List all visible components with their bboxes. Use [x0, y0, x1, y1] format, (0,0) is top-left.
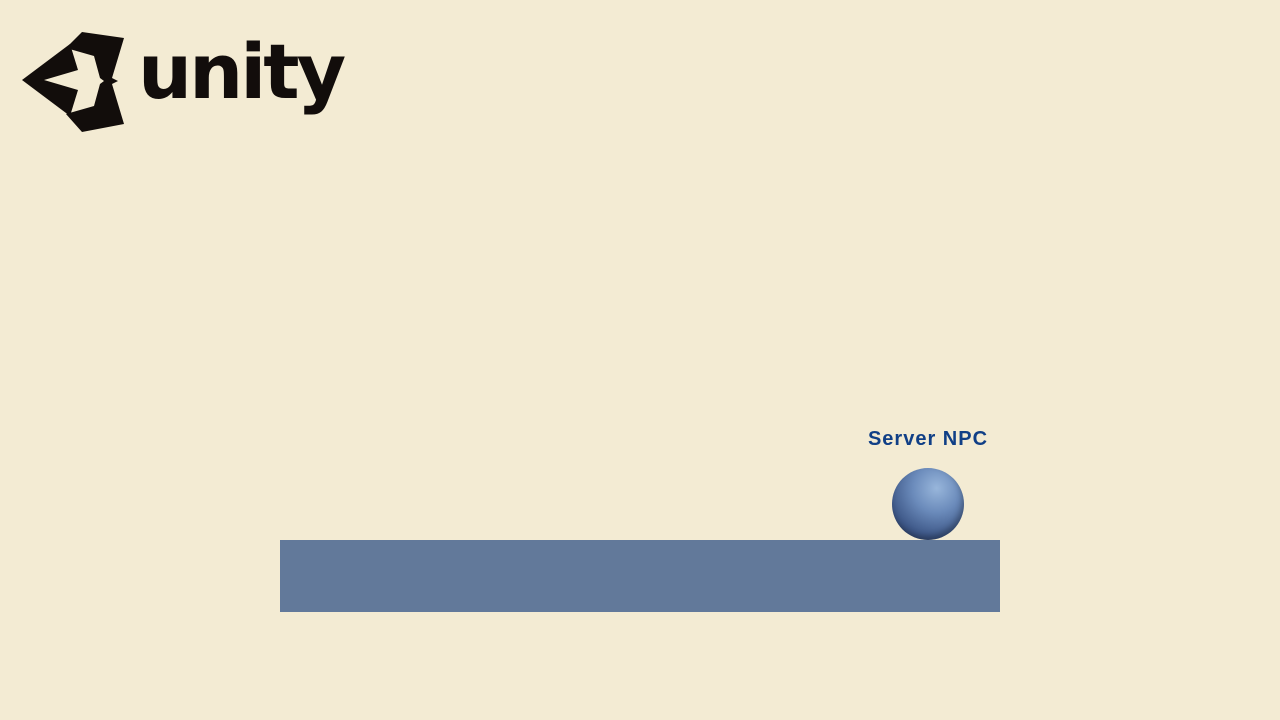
unity-wordmark: unity [138, 27, 346, 116]
npc-name-label: Server NPC [867, 428, 989, 450]
ground-platform [280, 540, 1000, 612]
unity-cube-icon [22, 32, 124, 132]
unity-logo: unity [20, 28, 346, 136]
npc-sphere[interactable] [892, 468, 964, 540]
